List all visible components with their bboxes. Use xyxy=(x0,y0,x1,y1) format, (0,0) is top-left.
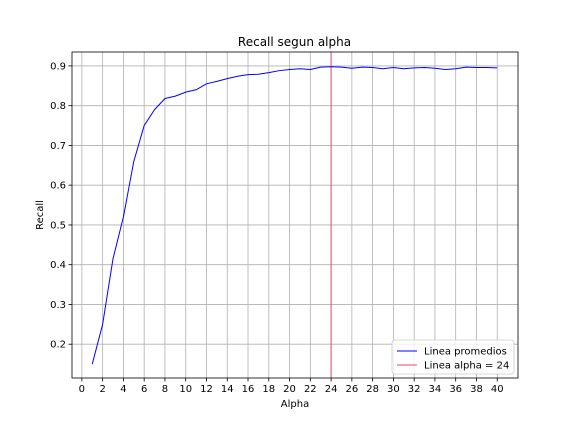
x-tick-label: 34 xyxy=(429,384,442,395)
series-group xyxy=(91,66,498,365)
series-line-promedios xyxy=(91,66,498,365)
x-tick-label: 2 xyxy=(99,384,105,395)
x-tick-label: 40 xyxy=(491,384,504,395)
x-tick-label: 16 xyxy=(242,384,255,395)
x-tick-label: 30 xyxy=(387,384,400,395)
legend-box xyxy=(391,339,515,375)
legend: Linea promedios Linea alpha = 24 xyxy=(391,339,515,375)
x-tick-label: 18 xyxy=(262,384,275,395)
y-tick-label: 0.8 xyxy=(50,101,66,112)
chart-title: Recall segun alpha xyxy=(238,35,351,49)
x-tick-label: 0 xyxy=(79,384,85,395)
plot-frame xyxy=(71,51,519,379)
x-tick-label: 4 xyxy=(120,384,126,395)
y-tick-label: 0.2 xyxy=(50,340,66,351)
x-tick-label: 8 xyxy=(162,384,168,395)
x-axis-label: Alpha xyxy=(281,399,309,410)
x-tick-label: 36 xyxy=(449,384,462,395)
x-tick-label: 38 xyxy=(470,384,483,395)
x-tick-label: 28 xyxy=(366,384,379,395)
y-tick-label: 0.7 xyxy=(50,141,66,152)
x-tick-label: 6 xyxy=(141,384,147,395)
y-axis-label: Recall xyxy=(35,200,46,230)
y-tick-label: 0.5 xyxy=(50,220,66,231)
x-tick-label: 26 xyxy=(345,384,358,395)
x-tick-label: 12 xyxy=(200,384,213,395)
grid-lines xyxy=(72,52,518,378)
y-tick-label: 0.9 xyxy=(50,61,66,72)
y-tick-label: 0.3 xyxy=(50,300,66,311)
x-tick-label: 22 xyxy=(304,384,317,395)
x-tick-label: 10 xyxy=(179,384,192,395)
x-axis-ticks: 0 2 4 6 8 10 12 14 16 18 20 22 24 26 28 30 32 34 36 38 40 xyxy=(79,378,504,395)
legend-label-alpha: Linea alpha = 24 xyxy=(424,361,509,372)
y-tick-label: 0.4 xyxy=(50,260,66,271)
x-tick-label: 14 xyxy=(221,384,234,395)
x-tick-label: 32 xyxy=(408,384,421,395)
y-axis-ticks: 0.2 0.3 0.4 0.5 0.6 0.7 0.8 0.9 xyxy=(50,61,72,351)
x-tick-label: 20 xyxy=(283,384,296,395)
y-tick-label: 0.6 xyxy=(50,181,66,192)
x-tick-label: 24 xyxy=(325,384,338,395)
legend-label-promedios: Linea promedios xyxy=(424,347,507,358)
